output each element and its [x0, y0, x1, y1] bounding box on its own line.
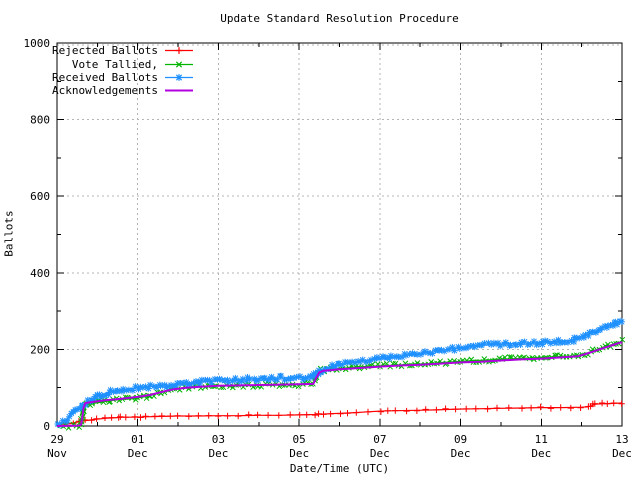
axis-tick-labels: 0200400600800100029Nov01Dec03Dec05Dec07D…: [24, 37, 632, 460]
legend-line-sample: [165, 74, 193, 81]
legend-line-sample: [165, 89, 193, 92]
series-acknowledgements: [56, 341, 623, 427]
x-tick-label-day: 29: [50, 433, 63, 446]
x-tick-label-month: Dec: [612, 447, 632, 460]
chart-title: Update Standard Resolution Procedure: [220, 12, 459, 25]
legend: Rejected Ballots Vote Tallied, Received …: [52, 44, 194, 98]
x-tick-label-day: 01: [131, 433, 144, 446]
series-line: [56, 321, 623, 427]
legend-label: Acknowledgements: [52, 84, 158, 98]
x-tick-label-month: Nov: [47, 447, 67, 460]
legend-row-rejected-ballots: Rejected Ballots: [52, 44, 194, 57]
series-received-ballots: [54, 317, 625, 429]
series-line: [56, 341, 623, 427]
x-tick-label-month: Dec: [370, 447, 390, 460]
x-tick-label-day: 07: [373, 433, 386, 446]
legend-row-vote-tallied: Vote Tallied,: [52, 57, 194, 71]
y-tick-label: 200: [30, 343, 50, 356]
y-tick-label: 600: [30, 190, 50, 203]
x-tick-label-month: Dec: [208, 447, 228, 460]
y-tick-label: 1000: [24, 37, 51, 50]
x-tick-label-day: 03: [212, 433, 225, 446]
legend-label: Vote Tallied,: [71, 57, 158, 71]
x-tick-label-day: 11: [535, 433, 548, 446]
x-tick-label-day: 13: [615, 433, 628, 446]
x-axis-title: Date/Time (UTC): [289, 462, 390, 475]
series-rejected-ballots: [56, 399, 625, 429]
legend-row-acknowledgements: Acknowledgements: [52, 84, 194, 97]
x-tick-label-day: 05: [293, 433, 306, 446]
y-tick-label: 0: [43, 420, 50, 433]
legend-line-sample: [165, 47, 193, 55]
legend-label: Rejected Ballots: [52, 44, 158, 58]
x-tick-label-month: Dec: [128, 447, 148, 460]
y-tick-label: 400: [30, 267, 50, 280]
series-markers: [58, 399, 625, 429]
legend-label: Received Ballots: [52, 70, 158, 84]
series-markers: [54, 317, 625, 429]
legend-row-received-ballots: Received Ballots: [52, 71, 194, 84]
x-tick-label-month: Dec: [531, 447, 551, 460]
x-tick-label-month: Dec: [451, 447, 471, 460]
legend-line-sample: [165, 61, 193, 68]
x-tick-label-month: Dec: [289, 447, 309, 460]
x-tick-label-day: 09: [454, 433, 467, 446]
y-tick-label: 800: [30, 114, 50, 127]
grid-lines: [57, 43, 622, 426]
